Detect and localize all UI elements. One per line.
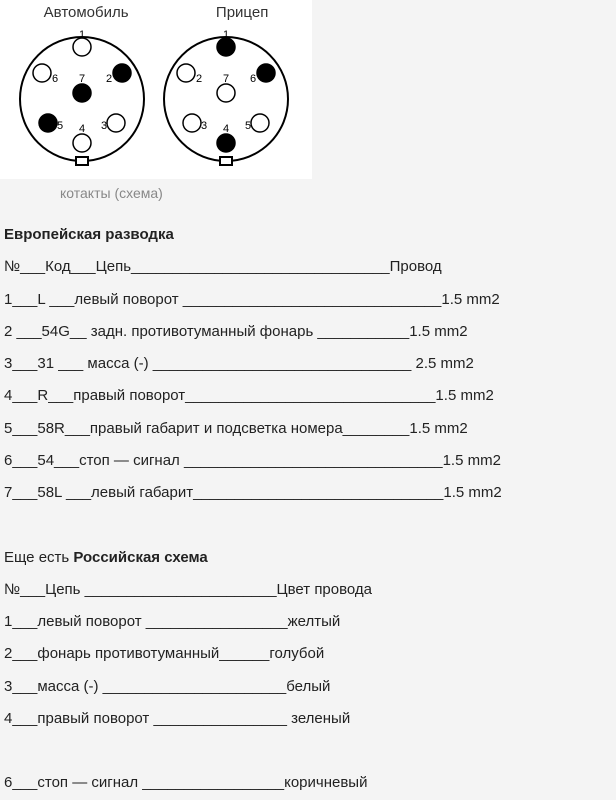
- svg-text:7: 7: [79, 73, 85, 85]
- text-content: Европейская разводка №___Код___Цепь_____…: [0, 201, 616, 800]
- svg-text:4: 4: [79, 123, 85, 135]
- euro-row: 5___58R___правый габарит и подсветка ном…: [4, 413, 606, 445]
- rus-row: 6___стоп — сигнал _________________корич…: [4, 767, 606, 799]
- svg-text:2: 2: [106, 73, 112, 85]
- connector-diagram: Автомобиль Прицеп 1 2 3 4 5 6 7 1 6 5 4 3 2 7: [0, 0, 312, 179]
- euro-header: №___Код___Цепь__________________________…: [4, 251, 606, 283]
- svg-text:2: 2: [196, 73, 202, 85]
- svg-text:6: 6: [250, 73, 256, 85]
- connector-svg: 1 2 3 4 5 6 7 1 6 5 4 3 2 7: [0, 21, 312, 171]
- svg-text:3: 3: [201, 120, 207, 132]
- rus-header: №___Цепь _______________________Цвет про…: [4, 574, 606, 606]
- rus-row: [4, 735, 606, 767]
- label-trailer: Прицеп: [216, 4, 268, 21]
- svg-text:4: 4: [223, 123, 229, 135]
- svg-text:6: 6: [52, 73, 58, 85]
- rus-row: 1___левый поворот _________________желты…: [4, 606, 606, 638]
- euro-row: 3___31 ___ масса (-) ___________________…: [4, 348, 606, 380]
- rus-row: 4___правый поворот ________________ зеле…: [4, 703, 606, 735]
- euro-title: Европейская разводка: [4, 226, 174, 243]
- svg-text:5: 5: [57, 120, 63, 132]
- euro-row: 4___R___правый поворот__________________…: [4, 380, 606, 412]
- svg-text:7: 7: [223, 73, 229, 85]
- diagram-caption: котакты (схема): [60, 185, 616, 201]
- svg-text:1: 1: [79, 29, 85, 41]
- rus-row: 2___фонарь противотуманный______голубой: [4, 638, 606, 670]
- euro-row: 7___58L ___левый габарит________________…: [4, 477, 606, 509]
- rus-intro-bold: Российская схема: [73, 549, 207, 566]
- euro-row: 2 ___54G__ задн. противотуманный фонарь …: [4, 316, 606, 348]
- svg-text:5: 5: [245, 120, 251, 132]
- svg-text:3: 3: [101, 120, 107, 132]
- label-car: Автомобиль: [44, 4, 129, 21]
- svg-text:1: 1: [223, 29, 229, 41]
- euro-row: 6___54___стоп — сигнал _________________…: [4, 445, 606, 477]
- rus-intro-prefix: Еще есть: [4, 549, 73, 566]
- euro-row: 1___L ___левый поворот _________________…: [4, 284, 606, 316]
- rus-row: 3___масса (-) ______________________белы…: [4, 671, 606, 703]
